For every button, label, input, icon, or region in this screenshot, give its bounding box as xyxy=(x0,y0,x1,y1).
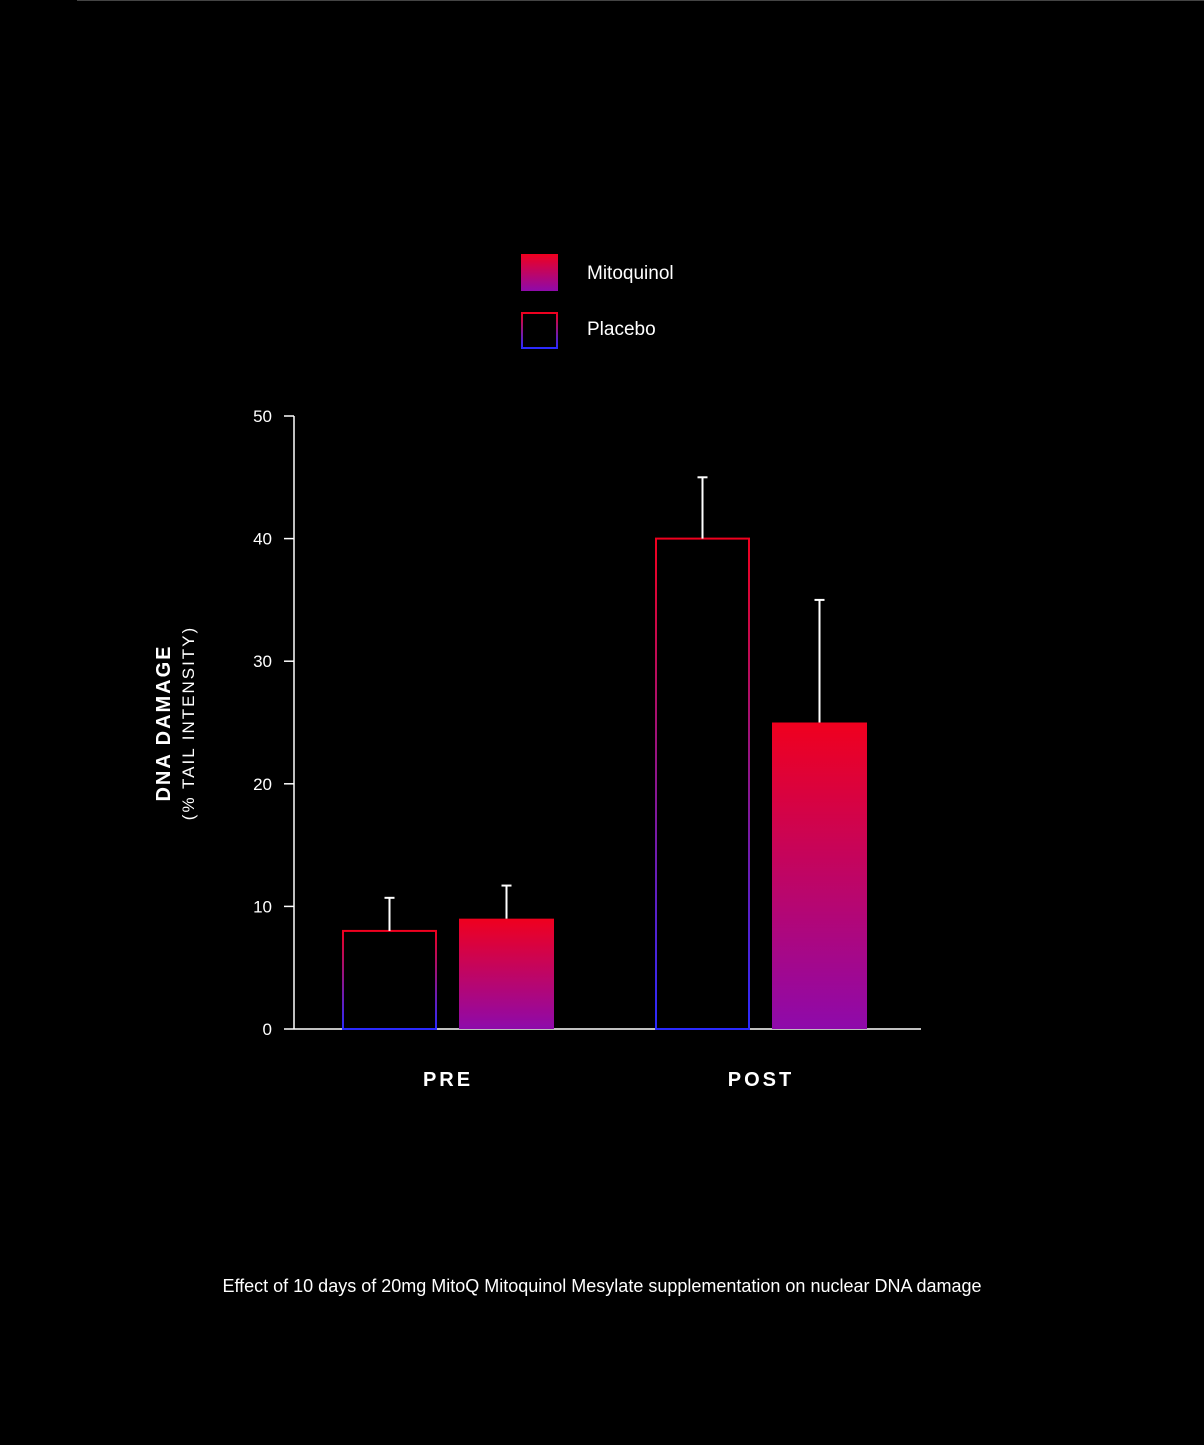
bar-placebo-pre xyxy=(342,929,437,1030)
category-label-post: POST xyxy=(728,1069,794,1091)
category-labels: PRE POST xyxy=(423,1069,794,1091)
legend-swatch-placebo xyxy=(521,312,558,349)
y-tick-label: 20 xyxy=(253,775,272,794)
bar-placebo-post xyxy=(655,537,750,1030)
y-tick-label: 50 xyxy=(253,407,272,426)
y-tick-label: 30 xyxy=(253,652,272,671)
legend-label-placebo: Placebo xyxy=(587,319,656,340)
y-axis-title: DNA DAMAGE (% TAIL INTENSITY) xyxy=(153,626,198,820)
category-label-pre: PRE xyxy=(423,1069,473,1091)
bar-mitoquinol-pre xyxy=(459,918,554,1029)
legend: Mitoquinol Placebo xyxy=(521,254,674,349)
y-tick-label: 10 xyxy=(253,897,272,916)
bar-mitoquinol-post xyxy=(772,722,867,1029)
legend-swatch-mitoquinol xyxy=(521,254,558,291)
y-axis-label: DNA DAMAGE xyxy=(153,644,175,801)
top-divider xyxy=(77,0,1204,1)
legend-label-mitoquinol: Mitoquinol xyxy=(587,263,674,284)
y-axis-sublabel: (% TAIL INTENSITY) xyxy=(179,626,198,820)
y-tick-label: 40 xyxy=(253,530,272,549)
bars xyxy=(342,476,867,1030)
chart-caption: Effect of 10 days of 20mg MitoQ Mitoquin… xyxy=(222,1276,982,1296)
y-tick-label: 0 xyxy=(263,1020,272,1039)
